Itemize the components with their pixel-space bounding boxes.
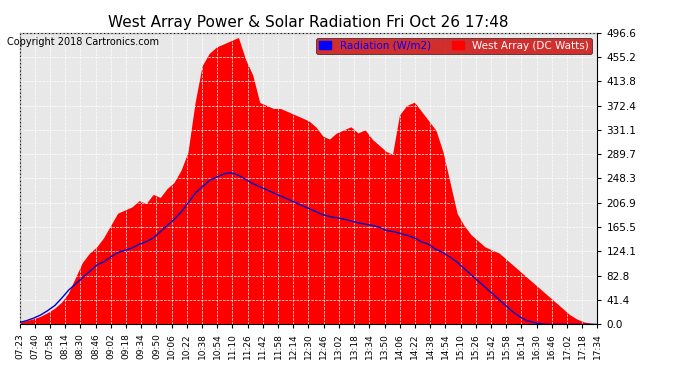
Title: West Array Power & Solar Radiation Fri Oct 26 17:48: West Array Power & Solar Radiation Fri O… (108, 15, 509, 30)
Text: Copyright 2018 Cartronics.com: Copyright 2018 Cartronics.com (7, 37, 159, 47)
Legend: Radiation (W/m2), West Array (DC Watts): Radiation (W/m2), West Array (DC Watts) (315, 38, 592, 54)
